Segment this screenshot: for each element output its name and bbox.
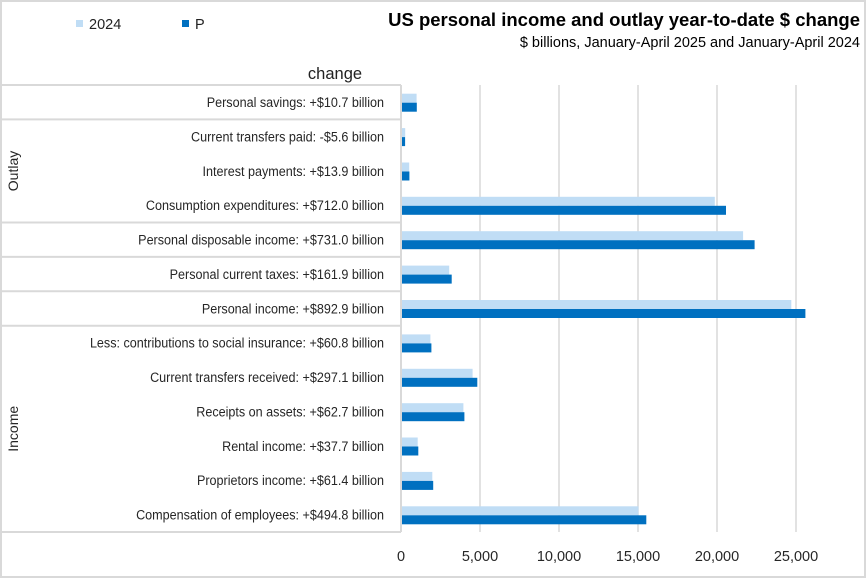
x-axis-ticks: 0 5,000 10,000 15,000 20,000 25,000 [397,549,818,565]
bar-series-p [402,377,478,387]
bar-series-2024 [402,265,450,275]
x-tick-label: 0 [397,549,405,565]
category-labels: Personal savings: +$10.7 billion Current … [90,94,384,522]
bar-series-p [402,515,647,525]
category-label: Compensation of employees: +$494.8 billi… [136,507,384,523]
bar-series-2024 [402,93,417,103]
bar-series-2024 [402,471,433,481]
x-tick-label: 5,000 [462,549,498,565]
bar-series-2024 [402,231,744,241]
bar-series-2024 [402,300,792,309]
bar-series-2024 [402,196,715,206]
bar-series-2024 [402,506,639,516]
category-label: Proprietors income: +$61.4 billion [197,473,384,489]
label-boxes [2,84,402,533]
legend-label-1: P [195,17,205,33]
group-labels: Outlay Income [5,151,21,452]
category-label: Less: contributions to social insurance:… [90,335,384,351]
bar-series-p [402,171,410,181]
bar-series-2024 [402,128,406,138]
bar-series-p [402,480,434,490]
legend: 2024 P [76,17,205,33]
x-tick-label: 10,000 [537,549,581,565]
legend-swatch-1 [182,20,189,27]
category-label: Personal income: +$892.9 billion [202,301,384,317]
category-label: Rental income: +$37.7 billion [222,438,384,454]
bar-series-p [402,412,465,422]
x-tick-label: 15,000 [616,549,660,565]
bar-series-p [402,205,726,215]
bar-series-p [402,102,417,112]
category-label: Current transfers paid: -$5.6 billion [191,129,384,145]
bar-series-p [402,240,755,250]
chart-subtitle: $ billions, January-April 2025 and Janua… [520,35,860,51]
bars [402,93,806,525]
bar-series-2024 [402,334,431,344]
bar-series-p [402,274,452,284]
bar-series-p [402,309,806,318]
category-label: Interest payments: +$13.9 billion [203,163,384,179]
category-label: Personal current taxes: +$161.9 billion [170,266,384,282]
bar-series-p [402,446,419,456]
bar-series-2024 [402,368,473,378]
category-label: Consumption expenditures: +$712.0 billio… [146,197,384,213]
chart-title: US personal income and outlay year-to-da… [388,9,860,30]
legend-swatch-0 [76,20,83,27]
category-label: Receipts on assets: +$62.7 billion [196,404,384,420]
category-label: Personal disposable income: +$731.0 bill… [138,232,384,248]
column-header: change [308,65,362,83]
legend-label-0: 2024 [89,17,121,33]
category-label: Personal savings: +$10.7 billion [207,94,384,110]
bar-series-2024 [402,162,410,172]
x-tick-label: 25,000 [774,549,818,565]
category-label: Current transfers received: +$297.1 bill… [150,369,384,385]
group-label-income: Income [5,406,21,452]
group-label-outlay: Outlay [5,151,21,191]
bar-series-2024 [402,437,418,447]
bar-series-2024 [402,403,464,413]
bar-series-p [402,137,406,147]
bar-series-p [402,343,432,353]
x-tick-label: 20,000 [695,549,739,565]
